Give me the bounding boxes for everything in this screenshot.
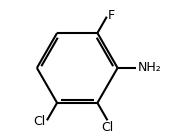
Text: Cl: Cl xyxy=(101,121,114,134)
Text: Cl: Cl xyxy=(34,115,46,128)
Text: NH₂: NH₂ xyxy=(137,61,161,74)
Text: F: F xyxy=(108,9,115,22)
